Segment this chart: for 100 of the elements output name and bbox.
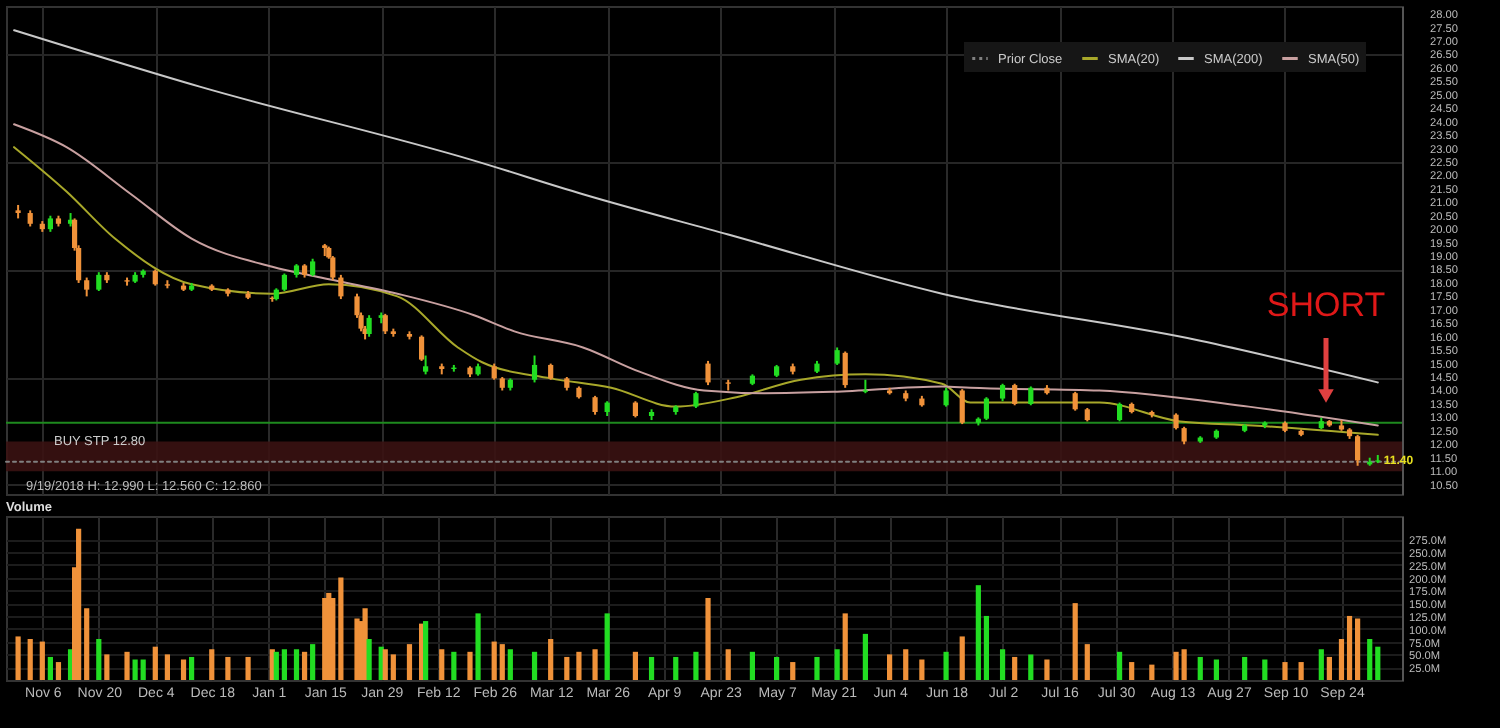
bar (1129, 662, 1135, 680)
bar (725, 649, 731, 680)
bar (531, 651, 538, 680)
bar (225, 656, 231, 680)
bar (366, 639, 372, 680)
bar (406, 644, 413, 680)
bar (705, 598, 711, 680)
bar (152, 646, 158, 680)
bar (1084, 644, 1090, 680)
bar (15, 636, 21, 680)
bar (834, 649, 840, 680)
bar (293, 649, 300, 680)
candlestick (366, 314, 372, 338)
bar (281, 649, 287, 680)
bar (39, 641, 45, 680)
bar (467, 651, 473, 680)
bar (774, 656, 780, 680)
bar (975, 585, 981, 680)
bar (1028, 654, 1034, 680)
bar (749, 651, 756, 680)
candlestick (592, 394, 598, 416)
bar (475, 613, 481, 680)
bar (390, 654, 396, 680)
bar (693, 651, 699, 680)
bar (1282, 662, 1288, 680)
candlestick (1012, 382, 1018, 407)
bar (104, 654, 110, 680)
bar (1355, 618, 1361, 680)
bar (439, 649, 445, 680)
bar (338, 577, 344, 680)
bar (1318, 649, 1324, 680)
candlestick (1028, 385, 1034, 407)
bar (790, 662, 796, 680)
candlestick (1116, 401, 1123, 423)
bar (96, 639, 102, 680)
bar (1181, 649, 1187, 680)
bar (632, 651, 639, 680)
candlestick (959, 388, 965, 426)
bar (576, 651, 582, 680)
bar (1326, 656, 1332, 680)
bar (140, 659, 146, 680)
bar (423, 621, 429, 680)
candlestick (1072, 390, 1078, 412)
bar (842, 613, 848, 680)
bar (499, 644, 505, 680)
annotation: SHORT (1266, 286, 1386, 324)
bar (999, 649, 1006, 680)
bar (564, 656, 570, 680)
bar (245, 656, 251, 680)
candlestick (96, 271, 102, 292)
candlestick (1355, 433, 1361, 467)
bar (507, 649, 513, 680)
bar (1298, 662, 1304, 680)
candlestick (338, 273, 344, 301)
bar (164, 654, 170, 680)
bar (943, 651, 949, 680)
bar (1213, 659, 1219, 680)
bar (1149, 664, 1155, 680)
bar (362, 608, 368, 680)
bar (1173, 651, 1179, 680)
bar (47, 656, 53, 680)
bar (814, 656, 820, 680)
bar (1116, 651, 1123, 680)
bar (1197, 656, 1203, 680)
candlestick (842, 350, 848, 389)
bar (76, 528, 82, 680)
bar (1012, 656, 1018, 680)
bar (1242, 656, 1248, 680)
bar (1072, 603, 1078, 680)
candlestick (531, 354, 538, 384)
candlestick (943, 386, 949, 408)
bar (301, 651, 308, 680)
bar (1044, 659, 1050, 680)
bar (604, 613, 610, 680)
candlestick (418, 334, 425, 362)
bar (862, 633, 868, 680)
bar (1262, 659, 1268, 680)
bar (180, 659, 187, 680)
bar (310, 644, 316, 680)
bar (209, 649, 215, 680)
bar (887, 654, 893, 680)
bar (132, 659, 138, 680)
bar (27, 639, 33, 680)
bar (451, 651, 457, 680)
bar (548, 639, 554, 680)
bar (55, 662, 62, 680)
candlestick (705, 359, 711, 387)
bar (959, 636, 965, 680)
bar (592, 649, 598, 680)
bar (1346, 615, 1353, 680)
bar (189, 656, 195, 680)
bar (491, 641, 497, 680)
bar (673, 656, 679, 680)
candlestick (423, 354, 429, 376)
bar (919, 659, 925, 680)
bar (903, 649, 909, 680)
bar (1375, 646, 1381, 680)
candlestick (983, 396, 990, 422)
bar (648, 656, 655, 680)
bar (1367, 639, 1373, 680)
